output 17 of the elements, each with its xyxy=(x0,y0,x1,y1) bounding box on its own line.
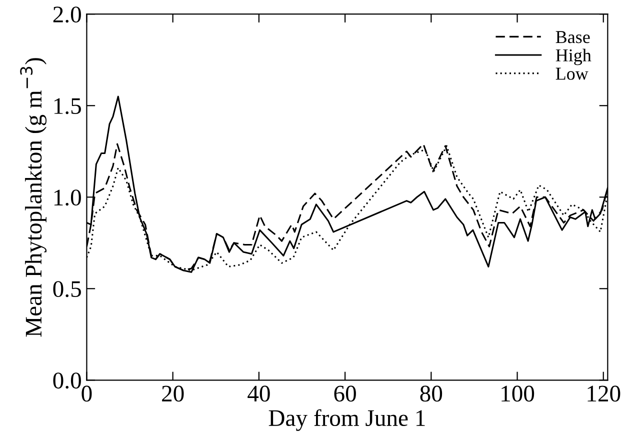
y-tick-label: 1.0 xyxy=(54,190,81,206)
x-tick-label: 80 xyxy=(420,386,442,402)
y-tick-label: 0.0 xyxy=(53,372,81,389)
y-tick-label: 1.5 xyxy=(54,98,81,114)
x-tick-label: 60 xyxy=(334,386,356,402)
legend-label: Low xyxy=(556,68,588,80)
y-tick-label: 2.0 xyxy=(53,6,81,23)
legend-label: Base xyxy=(556,31,590,44)
x-axis-title: Day from June 1 xyxy=(268,409,425,431)
x-tick-label: 0 xyxy=(82,386,92,402)
y-axis-title: Mean Phytoplankton (g m$^{−3}$) xyxy=(20,58,47,337)
x-tick-label: 120 xyxy=(588,386,620,402)
y-tick-label: 0.5 xyxy=(53,281,81,298)
x-tick-label: 100 xyxy=(502,386,534,402)
legend-label: High xyxy=(556,48,592,66)
x-tick-label: 20 xyxy=(162,386,184,402)
x-tick-label: 40 xyxy=(248,386,270,402)
